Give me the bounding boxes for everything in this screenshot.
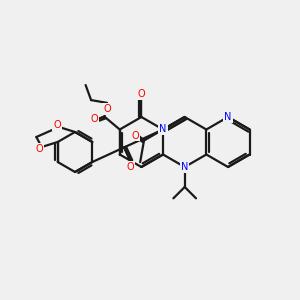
- Text: O: O: [91, 114, 98, 124]
- Text: O: O: [103, 104, 111, 114]
- Text: O: O: [127, 162, 134, 172]
- Text: N: N: [159, 124, 167, 134]
- Text: O: O: [138, 89, 145, 99]
- Text: N: N: [224, 112, 232, 122]
- Text: O: O: [91, 114, 98, 124]
- Text: N: N: [181, 162, 188, 172]
- Text: O: O: [138, 89, 145, 99]
- Text: O: O: [53, 120, 61, 130]
- Text: O: O: [36, 144, 44, 154]
- Text: N: N: [181, 162, 188, 172]
- Text: O: O: [103, 104, 111, 114]
- Text: N: N: [159, 124, 167, 134]
- Text: O: O: [131, 130, 139, 140]
- Text: N: N: [224, 112, 232, 122]
